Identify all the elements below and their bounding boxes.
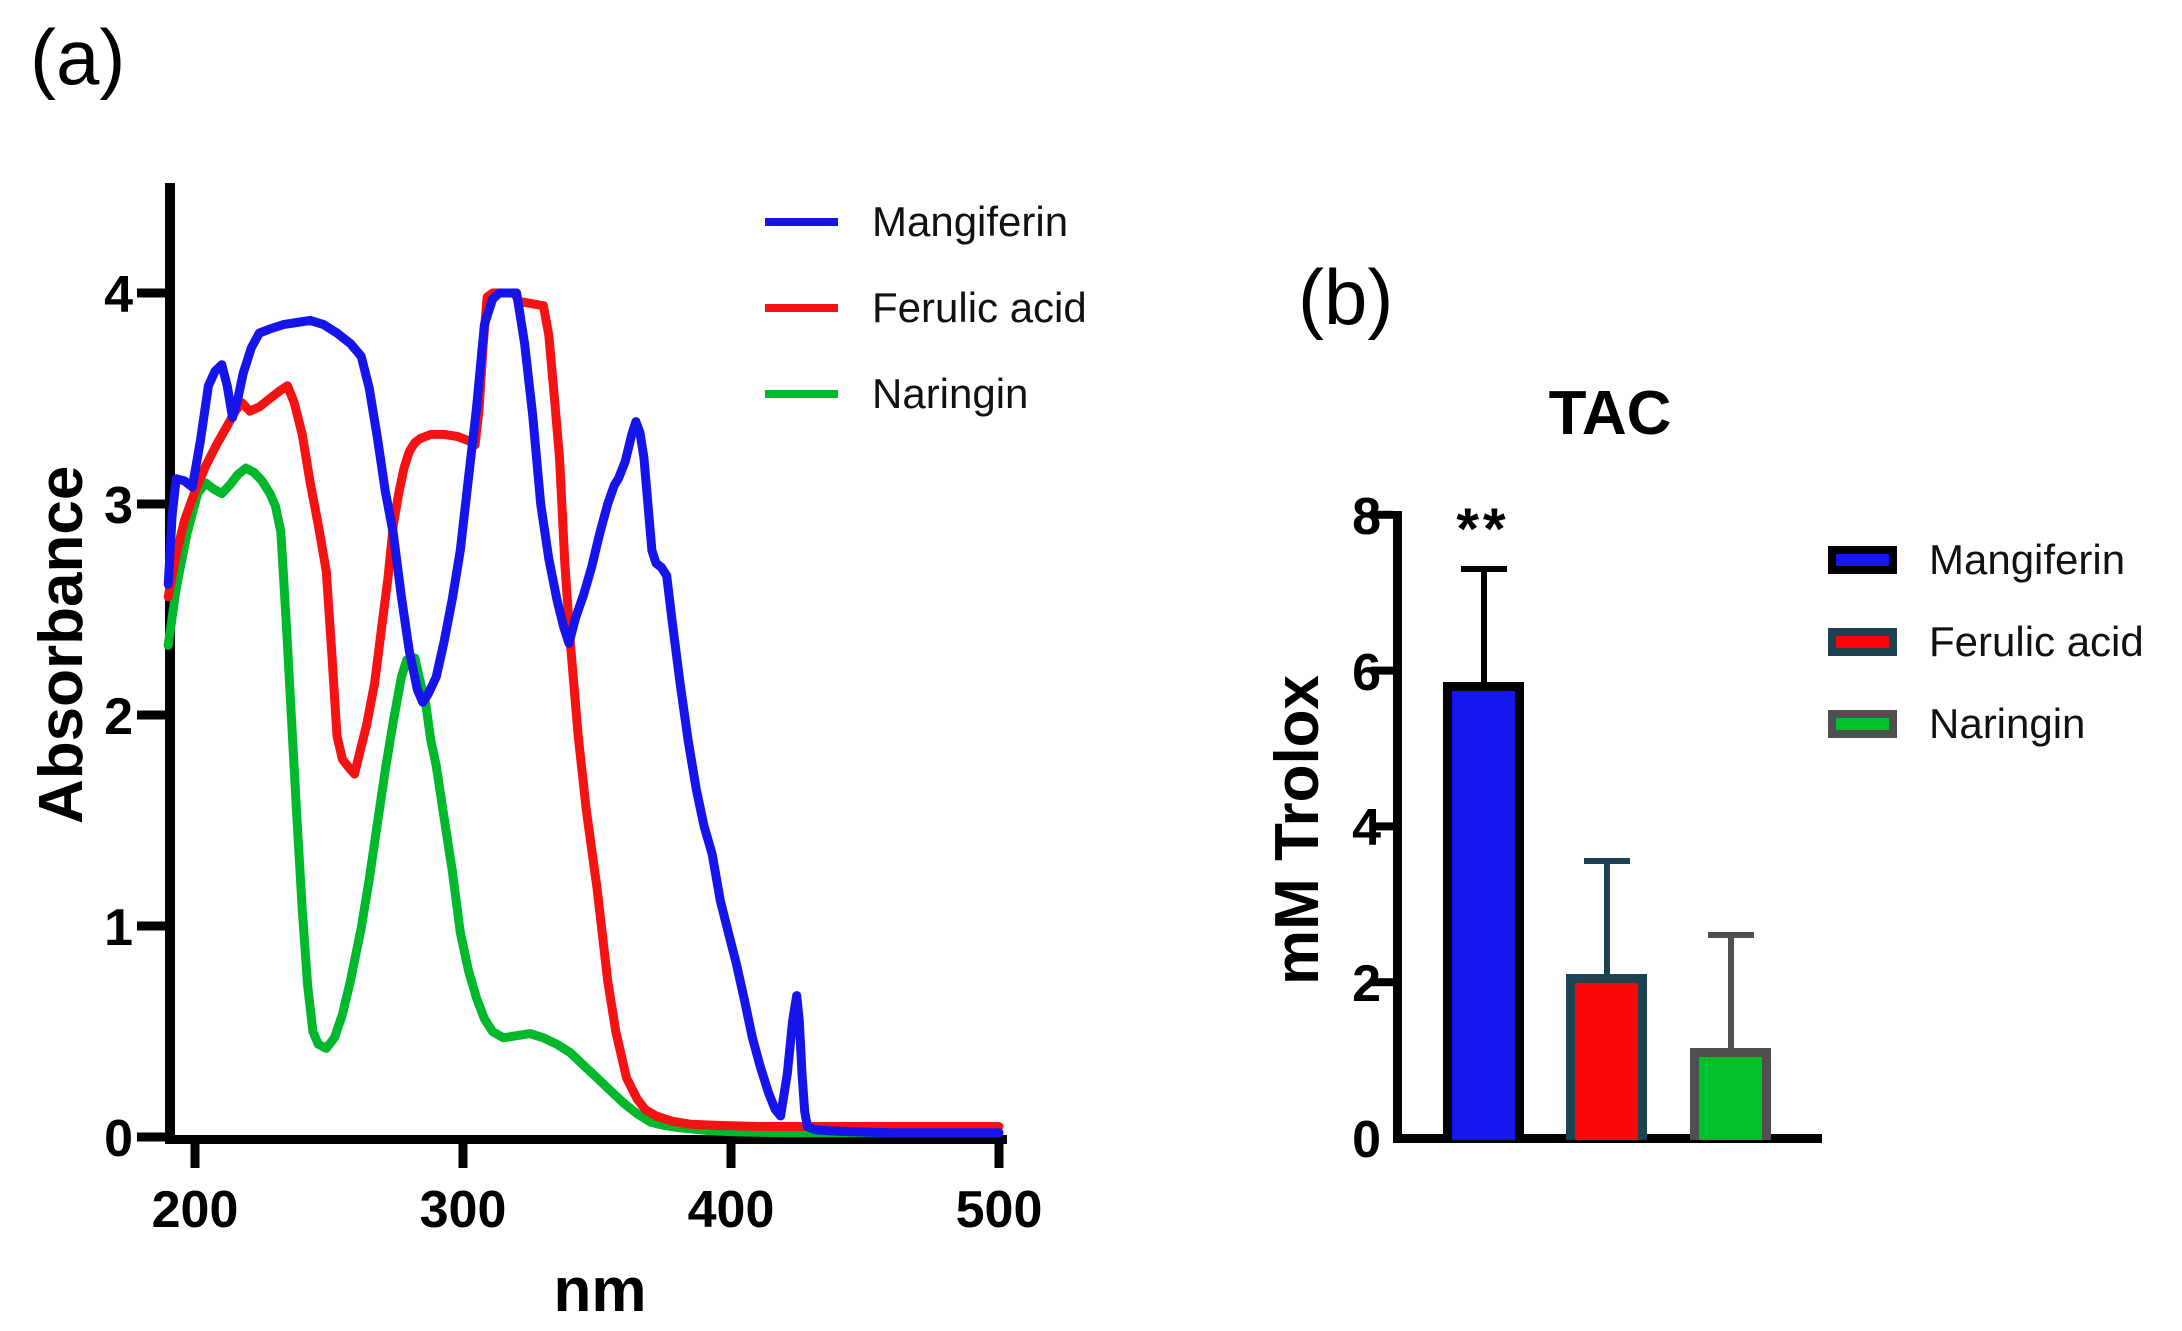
b-legend-label: Ferulic acid: [1929, 618, 2144, 665]
spectrum-curve-mangiferin: [163, 288, 1004, 1138]
panel-b-label: (b): [1298, 253, 1394, 341]
b-y-tick: [1371, 978, 1393, 987]
a-x-tick-label: 200: [151, 1181, 239, 1239]
b-y-tick-label: 2: [1352, 955, 1381, 1014]
bar-ferulic-acid: [1566, 974, 1647, 1140]
a-legend-item: Naringin: [765, 370, 1028, 417]
a-legend-item: Mangiferin: [765, 198, 1068, 245]
a-legend-label: Ferulic acid: [872, 284, 1087, 331]
a-y-tick-label: 1: [104, 899, 133, 957]
chart-title-tac: TAC: [1548, 379, 1672, 448]
error-bar-line-mangiferin: [1480, 569, 1487, 689]
a-y-tick: [137, 1132, 165, 1142]
b-y-tick-label: 4: [1352, 799, 1381, 858]
bar-naringin: [1690, 1048, 1771, 1140]
bar-mangiferin: [1443, 682, 1524, 1140]
spectrum-curve-ferulic-acid: [163, 288, 1004, 1131]
legend-box-swatch-mangiferin: [1828, 546, 1897, 574]
b-legend-item: Mangiferin: [1828, 536, 2125, 583]
panel-a-label: (a): [30, 13, 126, 101]
error-bar-cap-mangiferin: [1460, 566, 1507, 573]
a-x-tick: [458, 1140, 468, 1168]
b-y-tick-label: 8: [1352, 487, 1381, 546]
b-legend-item: Ferulic acid: [1828, 618, 2144, 665]
error-bar-line-ferulic-acid: [1603, 861, 1610, 981]
x-axis-title-nm: nm: [553, 1256, 647, 1325]
b-y-tick: [1371, 822, 1393, 831]
b-legend-item: Naringin: [1828, 700, 2085, 747]
legend-line-swatch-mangiferin: [765, 218, 838, 226]
a-y-axis-line: [165, 183, 175, 1144]
a-x-tick: [190, 1140, 200, 1168]
legend-box-swatch-ferulic-acid: [1828, 628, 1897, 656]
a-y-tick-label: 0: [104, 1110, 133, 1168]
a-x-tick-label: 400: [687, 1181, 775, 1239]
a-y-tick-label: 3: [104, 477, 133, 535]
error-bar-cap-ferulic-acid: [1583, 858, 1630, 865]
b-y-tick: [1371, 510, 1393, 519]
a-x-tick: [726, 1140, 736, 1168]
a-x-tick-label: 300: [419, 1181, 507, 1239]
a-y-tick: [137, 499, 165, 509]
a-y-tick: [137, 921, 165, 931]
a-y-tick-label: 4: [104, 266, 133, 324]
significance-stars: **: [1456, 497, 1510, 562]
b-y-tick-label: 0: [1352, 1111, 1381, 1169]
error-bar-cap-naringin: [1707, 932, 1754, 939]
a-x-axis-line: [165, 1135, 1007, 1144]
a-legend-label: Mangiferin: [872, 198, 1069, 245]
legend-line-swatch-ferulic-acid: [765, 304, 838, 312]
b-legend-label: Mangiferin: [1929, 536, 2126, 583]
a-y-tick: [137, 288, 165, 298]
b-y-axis-line: [1393, 511, 1402, 1142]
a-y-tick-label: 2: [104, 688, 133, 746]
b-y-tick: [1371, 666, 1393, 675]
a-legend-item: Ferulic acid: [765, 284, 1087, 331]
legend-box-swatch-naringin: [1828, 710, 1897, 738]
error-bar-line-naringin: [1727, 935, 1734, 1055]
b-legend-label: Naringin: [1929, 700, 2086, 747]
a-x-tick-label: 500: [955, 1181, 1043, 1239]
a-legend-label: Naringin: [872, 370, 1029, 417]
spectrum-curve-naringin: [163, 463, 1004, 1138]
legend-line-swatch-naringin: [765, 390, 838, 398]
a-y-tick: [137, 710, 165, 720]
a-x-tick: [994, 1140, 1004, 1168]
b-y-tick-label: 6: [1352, 643, 1381, 702]
